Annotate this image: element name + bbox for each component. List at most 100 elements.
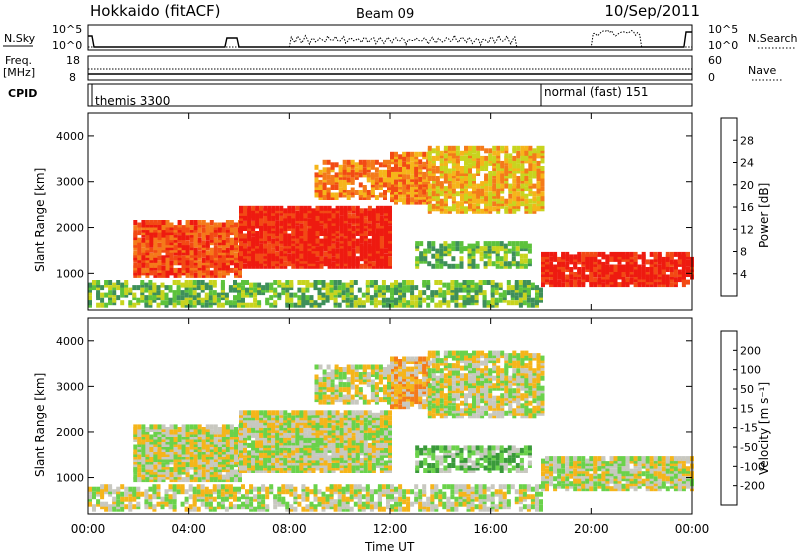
power-cell (492, 166, 497, 171)
power-cell (398, 197, 403, 203)
power-cell (204, 292, 209, 298)
power-cell (346, 195, 351, 200)
velocity-cell (422, 401, 427, 407)
power-cell (140, 297, 145, 303)
power-cell (197, 260, 202, 266)
power-cell (686, 267, 690, 272)
power-cell (455, 153, 460, 159)
power-cell (189, 250, 194, 256)
power-cell (233, 280, 237, 285)
velocity-cell (371, 457, 376, 463)
power-cell (197, 237, 202, 243)
power-cell (339, 263, 344, 269)
power-cell (520, 163, 525, 169)
power-cell (100, 297, 105, 303)
power-cell (351, 205, 356, 211)
power-cell (271, 263, 276, 269)
power-cell (418, 176, 423, 182)
power-cell (318, 169, 323, 175)
velocity-cell (331, 442, 336, 448)
power-cell (259, 223, 264, 229)
power-cell (520, 191, 525, 197)
power-cell (447, 243, 452, 249)
power-cell (545, 264, 549, 270)
power-cell (145, 250, 150, 256)
power-cell (233, 300, 237, 306)
velocity-cell (410, 356, 415, 362)
power-cell (259, 210, 264, 216)
power-cell (263, 236, 268, 242)
power-cell (653, 277, 658, 283)
power-cell (330, 192, 335, 198)
power-cell (208, 297, 213, 303)
power-cell (494, 282, 499, 288)
power-cell (251, 251, 256, 257)
power-cell (464, 155, 468, 161)
velocity-cell (263, 460, 268, 466)
power-cell (665, 277, 670, 283)
power-cell (673, 264, 678, 270)
power-cell (220, 280, 225, 285)
power-cell (225, 247, 230, 253)
power-cell (503, 261, 508, 267)
power-cell (213, 250, 218, 256)
power-cell (435, 188, 440, 194)
power-cell (499, 241, 504, 247)
power-cell (492, 206, 497, 212)
power-cell (384, 236, 388, 242)
power-cell (422, 164, 427, 170)
power-cell (263, 223, 268, 229)
velocity-cell (375, 450, 380, 456)
velocity-cell (243, 410, 247, 416)
power-cell (189, 237, 194, 243)
velocity-cell (255, 410, 260, 416)
power-cell (213, 245, 218, 251)
power-cell (275, 251, 280, 257)
power-cell (239, 236, 243, 242)
power-cell (148, 295, 153, 301)
power-cell (426, 302, 431, 308)
power-cell (470, 295, 475, 301)
power-cell (438, 287, 443, 293)
power-cell (476, 153, 481, 159)
power-cell (289, 297, 294, 303)
power-cell (439, 251, 444, 257)
power-cell (156, 285, 161, 291)
power-cell (335, 210, 340, 216)
power-cell (565, 251, 570, 257)
power-cell (557, 264, 562, 270)
power-cell (402, 164, 407, 170)
power-cell (331, 210, 336, 216)
power-cell (387, 172, 391, 178)
power-cell (338, 187, 343, 193)
power-cell (367, 205, 372, 211)
power-cell (609, 251, 614, 257)
power-cell (149, 225, 154, 231)
velocity-cell (133, 449, 138, 455)
power-cell (307, 205, 312, 211)
noise-sky-series (88, 31, 692, 48)
power-cell (275, 210, 280, 216)
velocity-cell (263, 422, 268, 428)
power-cell (447, 145, 452, 151)
power-cell (371, 208, 376, 214)
power-cell (229, 237, 234, 243)
freq-label-line1: Freq. (5, 54, 32, 67)
power-cell (459, 263, 464, 269)
power-cell (657, 277, 662, 283)
velocity-cell (141, 424, 146, 430)
power-cell (247, 236, 252, 242)
velocity-cell (229, 464, 234, 470)
power-cell (577, 279, 582, 285)
velocity-cell (299, 460, 304, 466)
power-cell (259, 236, 264, 242)
power-cell (388, 251, 392, 257)
velocity-cell (319, 410, 324, 416)
noise-left-tick-low: 10^0 (52, 39, 82, 52)
power-cell (271, 210, 276, 216)
power-cell (237, 297, 241, 303)
power-cell (629, 264, 634, 270)
power-cell (398, 182, 403, 187)
power-cell (532, 203, 537, 209)
velocity-cell (247, 460, 252, 466)
